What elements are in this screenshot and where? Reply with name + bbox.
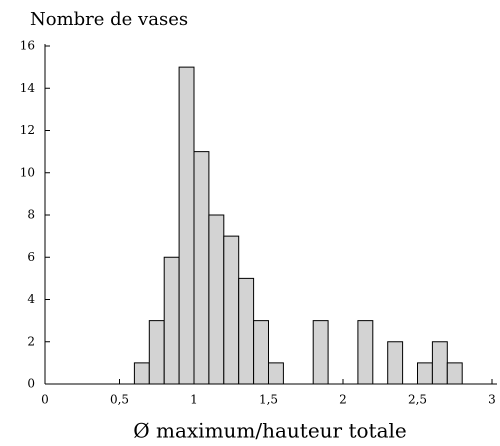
x-tick-label: 0 [41,393,49,407]
x-tick-label: 3 [488,393,496,407]
bar [238,277,255,385]
y-tick-label: 6 [27,250,35,264]
bar [133,362,150,385]
x-tick-label: 1,5 [259,393,278,407]
bar [431,341,448,385]
y-tick-label: 0 [27,377,35,391]
bar [163,256,180,385]
x-axis-label: Ø maximum/hauteur totale [133,419,407,443]
bar [417,362,433,385]
y-tick-label: 16 [20,39,35,53]
bar [208,214,225,385]
bar [312,320,329,385]
bar [268,362,284,385]
x-tick-label: 1 [190,393,198,407]
y-tick-label: 10 [20,165,35,179]
bar [357,320,374,385]
bar [193,151,210,385]
bar [223,235,240,385]
x-tick-label: 2 [339,393,347,407]
y-tick-label: 8 [27,208,35,222]
x-tick-label: 0,5 [110,393,129,407]
bar [253,320,270,385]
x-tick-label: 2,5 [408,393,427,407]
bar [148,320,165,385]
bar [178,66,195,385]
y-tick-label: 4 [27,292,35,306]
y-tick-label: 12 [20,123,35,137]
y-tick-label: 14 [20,81,36,95]
y-tick-label: 2 [27,334,35,348]
bar [387,341,404,385]
bar [446,362,463,385]
chart-title: Nombre de vases [30,9,188,30]
